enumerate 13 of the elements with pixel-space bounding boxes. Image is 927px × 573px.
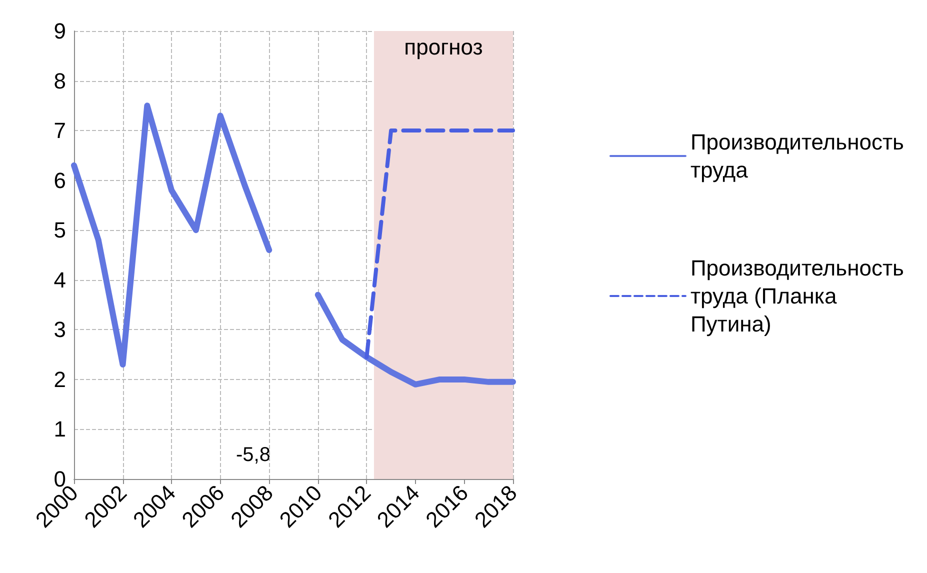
legend-label: Производительность труда — [690, 130, 904, 182]
y-tick-label: 4 — [54, 267, 66, 292]
annotation: -5,8 — [236, 444, 270, 466]
y-tick-label: 6 — [54, 168, 66, 193]
band-label: прогноз — [404, 34, 483, 60]
y-tick-label: 9 — [54, 18, 66, 44]
y-tick-label: 7 — [54, 118, 66, 144]
y-tick-label: 5 — [54, 218, 66, 243]
y-tick-label: 3 — [54, 317, 66, 342]
y-tick-label: 2 — [54, 366, 66, 392]
y-tick-label: 1 — [54, 416, 66, 442]
legend-label: Производительность труда (Планка Путина) — [690, 256, 904, 336]
y-tick-label: 8 — [54, 68, 66, 94]
